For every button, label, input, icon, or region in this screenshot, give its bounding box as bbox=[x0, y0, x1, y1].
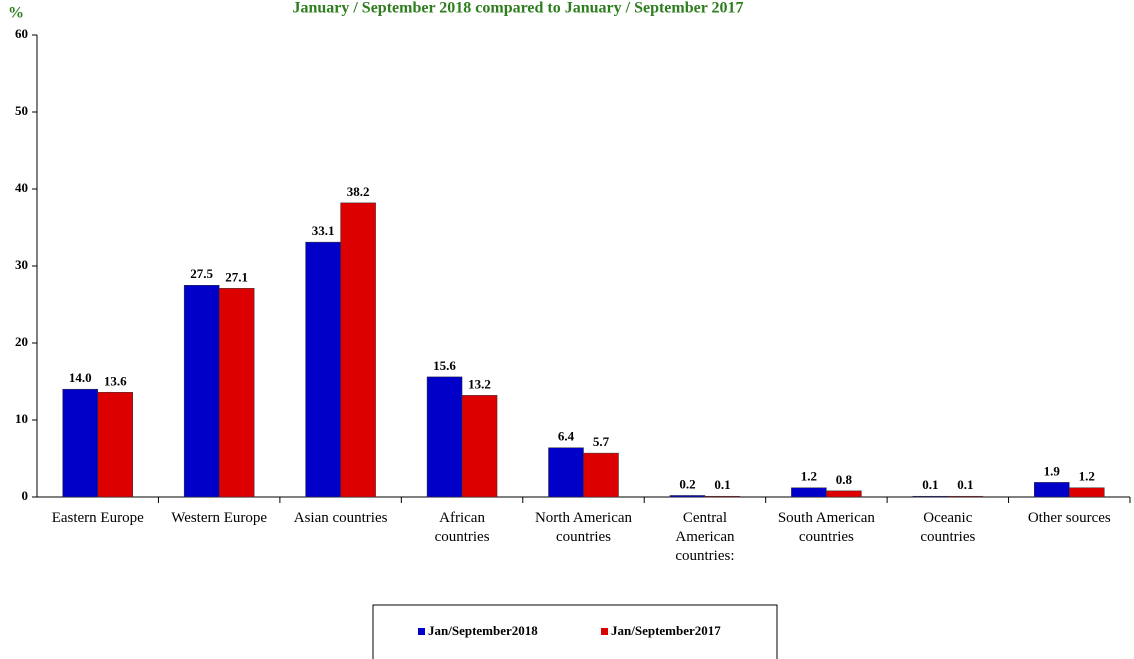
data-label: 1.9 bbox=[1044, 463, 1061, 478]
y-tick-label: 0 bbox=[22, 488, 29, 503]
legend-swatch bbox=[601, 628, 608, 635]
bar bbox=[340, 202, 376, 498]
data-label: 27.5 bbox=[190, 266, 213, 281]
bar bbox=[1069, 487, 1105, 498]
bar bbox=[669, 495, 706, 498]
y-tick-label: 60 bbox=[15, 26, 28, 41]
x-tick-label: Western Europe bbox=[171, 510, 267, 526]
x-tick-label: Eastern Europe bbox=[52, 510, 144, 526]
data-label: 1.2 bbox=[1079, 469, 1095, 484]
bar bbox=[912, 495, 949, 498]
x-tick-label: Central American countries: bbox=[675, 510, 735, 564]
bar bbox=[218, 288, 255, 498]
bar bbox=[583, 452, 619, 498]
bar bbox=[704, 495, 741, 498]
bar bbox=[305, 241, 341, 498]
bar bbox=[791, 487, 827, 498]
x-tick-label: South American countries bbox=[778, 510, 876, 545]
y-tick-label: 50 bbox=[15, 103, 28, 118]
data-label: 0.8 bbox=[836, 472, 853, 487]
x-tick-label: Other sources bbox=[1028, 510, 1111, 526]
data-label: 13.2 bbox=[468, 376, 491, 391]
bar bbox=[947, 495, 984, 498]
legend-label: Jan/September2018 bbox=[428, 623, 538, 638]
data-label: 0.1 bbox=[922, 477, 938, 492]
legend-swatch bbox=[418, 628, 425, 635]
x-tick-label: Oceanic countries bbox=[920, 510, 975, 545]
legend-box bbox=[372, 604, 778, 659]
data-label: 33.1 bbox=[312, 223, 335, 238]
data-label: 14.0 bbox=[69, 370, 92, 385]
bar bbox=[1034, 482, 1070, 498]
bar bbox=[548, 447, 584, 498]
data-label: 0.2 bbox=[679, 476, 695, 491]
bar bbox=[62, 388, 98, 498]
bar bbox=[826, 490, 862, 498]
x-tick-label: Asian countries bbox=[294, 510, 388, 526]
data-label: 38.2 bbox=[347, 184, 370, 199]
data-label: 0.1 bbox=[957, 477, 973, 492]
y-tick-label: 30 bbox=[15, 257, 28, 272]
data-label: 5.7 bbox=[593, 434, 610, 449]
bar bbox=[426, 376, 463, 498]
y-tick-label: 10 bbox=[15, 411, 28, 426]
y-tick-label: 20 bbox=[15, 334, 28, 349]
data-label: 15.6 bbox=[433, 358, 456, 373]
data-label: 6.4 bbox=[558, 429, 575, 444]
data-label: 0.1 bbox=[714, 477, 730, 492]
y-tick-label: 40 bbox=[15, 180, 28, 195]
data-label: 1.2 bbox=[801, 469, 817, 484]
chart-title: January / September 2018 compared to Jan… bbox=[292, 0, 743, 17]
legend-label: Jan/September2017 bbox=[611, 623, 721, 638]
bar bbox=[461, 395, 498, 498]
bar bbox=[97, 392, 133, 498]
bar bbox=[183, 285, 220, 498]
data-label: 13.6 bbox=[104, 373, 127, 388]
data-label: 27.1 bbox=[225, 269, 248, 284]
y-axis-label: % bbox=[8, 5, 24, 22]
x-tick-label: African countries bbox=[435, 510, 490, 545]
x-tick-label: North American countries bbox=[535, 510, 633, 545]
